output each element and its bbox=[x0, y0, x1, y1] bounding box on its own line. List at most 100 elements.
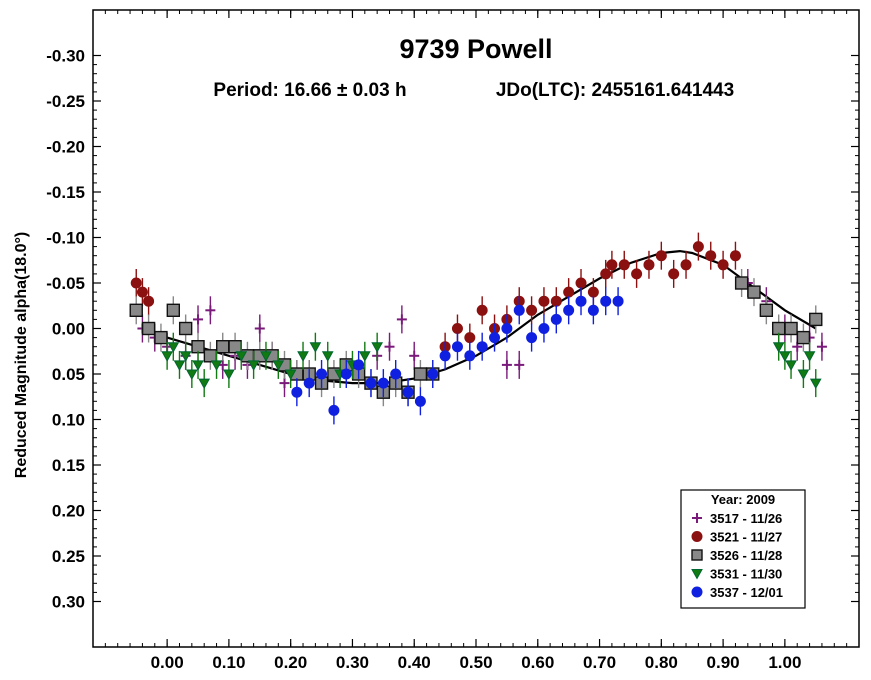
data-point bbox=[130, 277, 142, 289]
y-tick-label: 0.30 bbox=[52, 593, 85, 612]
data-point bbox=[272, 360, 285, 371]
data-point bbox=[779, 351, 791, 362]
y-tick-label: 0.15 bbox=[52, 456, 85, 475]
data-point bbox=[185, 369, 198, 381]
y-tick-label: 0.20 bbox=[52, 502, 85, 521]
data-point bbox=[402, 386, 414, 398]
data-point bbox=[279, 378, 290, 389]
y-axis: -0.30 -0.25 -0.20 -0.15 -0.10 -0.05 0.00 0.05 0.… bbox=[46, 47, 859, 612]
x-tick-label: 0.50 bbox=[459, 653, 492, 672]
data-point bbox=[260, 351, 272, 362]
y-tick-label: -0.05 bbox=[46, 274, 85, 293]
data-point bbox=[587, 304, 599, 316]
data-point bbox=[550, 313, 562, 325]
data-point bbox=[247, 360, 260, 371]
data-point bbox=[173, 360, 186, 371]
data-point bbox=[129, 303, 143, 317]
data-point bbox=[309, 342, 322, 353]
data-point bbox=[321, 351, 334, 362]
legend-entry: 3517 - 11/26 bbox=[710, 511, 782, 526]
y-tick-label: -0.15 bbox=[46, 183, 85, 202]
data-point bbox=[384, 341, 395, 352]
legend-box bbox=[680, 489, 806, 609]
y-axis-label: Reduced Magnitude alpha(18.0°) bbox=[13, 232, 30, 478]
data-point bbox=[228, 340, 242, 354]
data-point bbox=[747, 285, 761, 299]
data-point bbox=[377, 377, 389, 389]
data-point bbox=[223, 369, 235, 381]
data-point bbox=[358, 351, 371, 362]
data-point bbox=[136, 286, 148, 298]
data-point bbox=[575, 277, 587, 289]
data-point bbox=[501, 359, 512, 370]
data-point bbox=[809, 312, 823, 327]
legend-marker bbox=[691, 569, 703, 580]
x-tick-label: 0.80 bbox=[645, 653, 678, 672]
data-point bbox=[154, 330, 168, 345]
data-point bbox=[563, 304, 575, 316]
data-point bbox=[414, 395, 426, 407]
data-point bbox=[328, 404, 340, 416]
data-point bbox=[451, 341, 463, 353]
data-point bbox=[797, 369, 810, 381]
data-point bbox=[680, 259, 692, 271]
data-point bbox=[297, 351, 309, 362]
y-tick-label: -0.10 bbox=[46, 229, 85, 248]
data-point bbox=[668, 268, 680, 280]
data-point bbox=[631, 268, 643, 280]
data-point bbox=[451, 323, 463, 334]
data-point bbox=[600, 295, 612, 307]
data-point bbox=[193, 314, 204, 325]
data-point bbox=[563, 286, 575, 298]
chart-subtitle-epoch: JDo(LTC): 2455161.641443 bbox=[496, 80, 734, 101]
data-point bbox=[796, 330, 811, 345]
data-point bbox=[303, 377, 315, 389]
data-point bbox=[803, 351, 816, 362]
data-point bbox=[784, 321, 798, 336]
data-point bbox=[178, 321, 193, 336]
x-tick-label: 0.40 bbox=[398, 653, 431, 672]
data-point bbox=[439, 350, 451, 362]
data-point bbox=[759, 303, 774, 317]
data-point bbox=[390, 368, 402, 380]
y-tick-label: -0.30 bbox=[46, 47, 85, 66]
data-point bbox=[409, 350, 420, 361]
y-tick-label: -0.25 bbox=[46, 92, 85, 111]
data-point bbox=[464, 332, 476, 344]
data-point bbox=[692, 241, 704, 253]
x-tick-label: 0.30 bbox=[336, 653, 369, 672]
y-tick-label: 0.05 bbox=[52, 365, 85, 384]
data-point bbox=[513, 304, 525, 316]
data-point bbox=[705, 250, 717, 262]
legend-entry: 3526 - 11/28 bbox=[710, 548, 782, 563]
legend-marker bbox=[692, 513, 702, 523]
data-point bbox=[161, 351, 173, 362]
fit-curve bbox=[166, 249, 817, 385]
data-point bbox=[284, 369, 297, 381]
fit-curve-line bbox=[166, 249, 817, 385]
data-point bbox=[192, 360, 204, 371]
data-point bbox=[816, 341, 827, 352]
data-point bbox=[396, 314, 407, 325]
data-point bbox=[353, 359, 365, 371]
legend-entry: 3531 - 11/30 bbox=[710, 567, 782, 582]
legend-marker bbox=[691, 586, 703, 598]
data-point bbox=[316, 368, 328, 380]
data-point bbox=[141, 321, 156, 336]
data-point bbox=[501, 323, 513, 334]
data-point bbox=[427, 368, 439, 380]
data-point bbox=[538, 295, 550, 307]
data-point bbox=[216, 340, 230, 354]
data-point bbox=[143, 295, 155, 307]
data-point bbox=[606, 259, 618, 271]
data-point bbox=[340, 368, 352, 380]
data-point bbox=[254, 323, 265, 334]
legend-entry: 3537 - 12/01 bbox=[710, 585, 783, 600]
data-point bbox=[618, 259, 630, 271]
data-point bbox=[575, 295, 587, 307]
data-point bbox=[476, 304, 488, 316]
x-axis: 0.00 0.10 0.20 0.30 0.40 0.50 0.60 0.70 0.80 0.90… bbox=[104, 10, 848, 672]
x-tick-label: 1.00 bbox=[768, 653, 801, 672]
data-point bbox=[210, 360, 223, 371]
data-point bbox=[464, 350, 476, 362]
